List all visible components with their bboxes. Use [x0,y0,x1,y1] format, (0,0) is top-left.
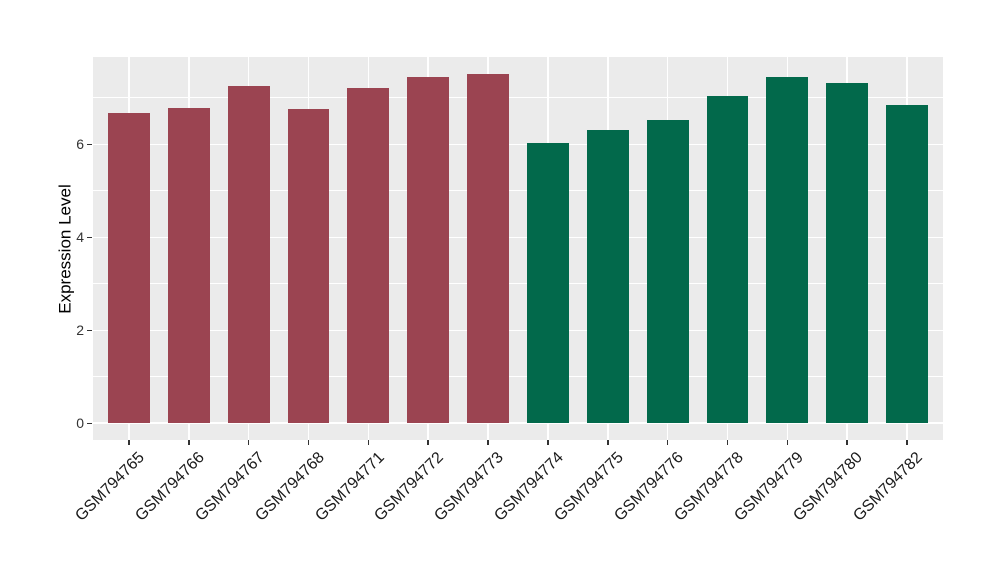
x-tick-mark-GSM794767 [247,440,250,445]
gridline-minor-y3 [93,283,943,285]
x-tick-mark-GSM794773 [487,440,489,445]
x-tick-mark-GSM794774 [547,440,549,445]
bar-GSM794779 [766,77,809,424]
bar-GSM794766 [167,107,210,424]
bar-GSM794772 [407,76,450,424]
x-tick-mark-GSM794776 [666,440,669,445]
y-tick-mark-2 [87,329,92,332]
gridline-major-y0 [93,422,943,425]
y-tick-mark-4 [87,236,92,239]
bar-GSM794768 [287,108,330,424]
bar-GSM794765 [107,113,150,424]
x-tick-mark-GSM794766 [188,440,190,445]
x-tick-mark-GSM794768 [307,440,310,445]
bar-GSM794776 [646,120,689,424]
bar-GSM794780 [826,83,869,424]
bar-GSM794773 [467,74,509,424]
bar-GSM794771 [347,88,390,424]
y-tick-label-4: 4 [76,229,84,246]
y-axis-title: Expression Level [56,183,75,314]
bar-GSM794775 [586,129,629,424]
y-tick-mark-6 [87,143,92,146]
x-tick-mark-GSM794772 [427,440,429,445]
y-tick-mark-0 [87,422,92,425]
y-tick-label-6: 6 [76,136,84,153]
gridline-minor-y7 [93,97,943,99]
x-tick-mark-GSM794779 [786,440,789,445]
plot-panel [93,57,943,440]
gridline-major-y6 [93,143,943,146]
bar-GSM794778 [706,96,749,424]
gridline-major-y4 [93,236,943,239]
x-tick-mark-GSM794775 [607,440,609,445]
y-axis-title-container: Expression Level [55,57,77,440]
x-tick-mark-GSM794771 [367,440,370,445]
x-tick-mark-GSM794782 [906,440,908,445]
x-tick-mark-GSM794780 [846,440,848,445]
y-tick-label-0: 0 [76,415,84,432]
x-tick-mark-GSM794765 [128,440,130,445]
bar-GSM794767 [227,85,270,424]
gridline-minor-y1 [93,376,943,378]
x-tick-mark-GSM794778 [726,440,729,445]
y-tick-label-2: 2 [76,322,84,339]
gridline-major-y2 [93,329,943,332]
bar-GSM794782 [886,104,929,424]
gridline-minor-y5 [93,190,943,192]
bar-GSM794774 [526,143,569,424]
